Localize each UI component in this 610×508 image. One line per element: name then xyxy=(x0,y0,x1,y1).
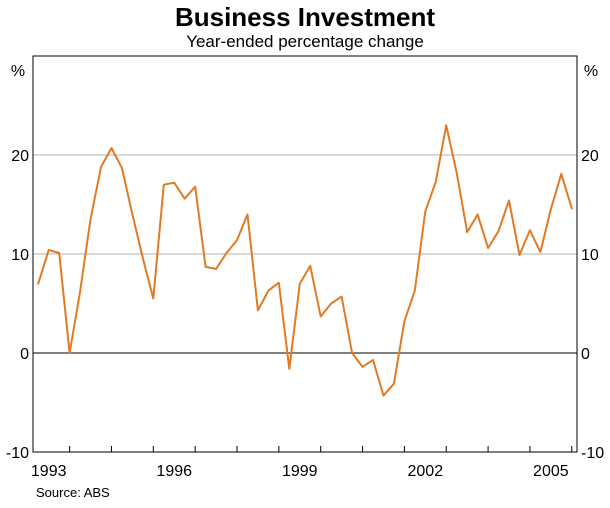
x-tick-label: 2005 xyxy=(533,463,569,480)
series-layer xyxy=(37,124,573,397)
y-tick-label-left: -10 xyxy=(6,445,29,462)
axis-ticks xyxy=(69,446,573,452)
gridlines xyxy=(33,154,577,354)
y-tick-label-right: 0 xyxy=(581,346,590,363)
source-note: Source: ABS xyxy=(36,485,110,500)
x-tick-label: 2002 xyxy=(408,463,444,480)
chart-title: Business Investment xyxy=(174,2,436,32)
plot-area-border xyxy=(32,55,578,453)
x-tick-labels: 1993 1996 1999 2002 2005 xyxy=(31,463,569,480)
x-tick-label: 1996 xyxy=(156,463,192,480)
x-tick-label: 1993 xyxy=(31,463,67,480)
series-line xyxy=(37,124,573,397)
y-tick-label-right: 20 xyxy=(581,148,599,165)
y-tick-label-left: 20 xyxy=(11,148,29,165)
chart-subtitle: Year-ended percentage change xyxy=(186,32,424,51)
y-tick-label-left: 0 xyxy=(20,346,29,363)
y-tick-label-right: 10 xyxy=(581,247,599,264)
x-tick-label: 1999 xyxy=(282,463,318,480)
y-tick-label-left: 10 xyxy=(11,247,29,264)
y-tick-label-right: -10 xyxy=(581,445,604,462)
y-axis-unit-left: % xyxy=(11,63,25,80)
y-tick-labels: -10 -10 0 0 10 10 20 20 xyxy=(6,148,604,462)
y-axis-unit-right: % xyxy=(584,63,598,80)
